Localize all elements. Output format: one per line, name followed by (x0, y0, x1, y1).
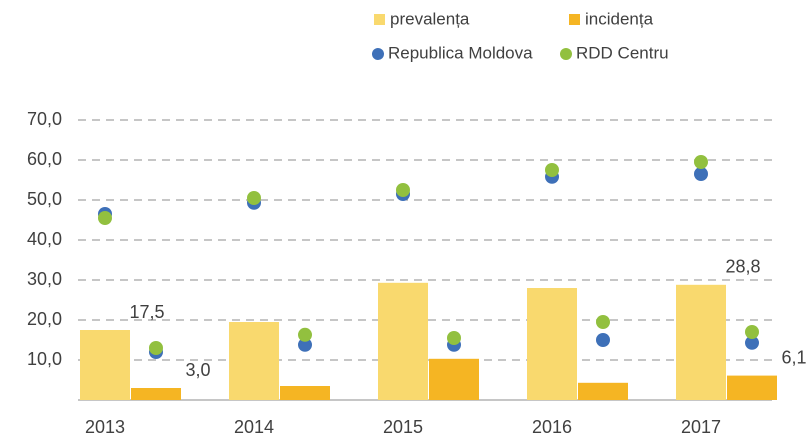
point (298, 337, 312, 352)
point (298, 327, 312, 342)
legend-swatch (372, 48, 384, 60)
y-tick-label: 60,0 (27, 149, 62, 169)
legend: prevalența incidența Republica Moldova RDD … (372, 9, 669, 62)
y-tick-label: 20,0 (27, 309, 62, 329)
bar (727, 375, 777, 400)
legend-swatch (569, 14, 580, 25)
data-label: 28,8 (725, 257, 760, 277)
y-tick-label: 30,0 (27, 269, 62, 289)
x-tick-label: 2017 (681, 417, 721, 437)
point (247, 191, 261, 205)
bar (578, 382, 628, 400)
data-label: 6,1 (781, 347, 806, 367)
bar (131, 388, 181, 400)
legend-label: RDD Centru (576, 43, 669, 62)
legend-swatch (374, 14, 385, 25)
point (596, 315, 610, 329)
point (694, 155, 708, 169)
point (745, 335, 759, 350)
x-tick-label: 2016 (532, 417, 572, 437)
point (545, 163, 559, 177)
legend-label: Republica Moldova (388, 43, 533, 62)
bar (527, 288, 577, 400)
bar (676, 284, 726, 400)
point (396, 183, 410, 197)
x-tick-label: 2014 (234, 417, 274, 437)
bar (80, 330, 130, 400)
point (745, 325, 759, 339)
bar (378, 282, 428, 400)
bar (429, 358, 479, 400)
legend-swatch (560, 48, 572, 60)
y-tick-label: 70,0 (27, 109, 62, 129)
data-label: 17,5 (129, 302, 164, 322)
point (98, 211, 112, 225)
point (447, 331, 461, 345)
bar (280, 386, 330, 400)
y-tick-label: 40,0 (27, 229, 62, 249)
y-tick-label: 10,0 (27, 349, 62, 369)
point (596, 333, 610, 347)
point (694, 167, 708, 181)
y-tick-label: 50,0 (27, 189, 62, 209)
data-label: 3,0 (185, 360, 210, 380)
x-tick-label: 2013 (85, 417, 125, 437)
legend-label: prevalența (390, 9, 470, 28)
legend-label: incidența (585, 9, 654, 28)
bar (229, 322, 279, 400)
point (149, 341, 163, 355)
x-tick-label: 2015 (383, 417, 423, 437)
